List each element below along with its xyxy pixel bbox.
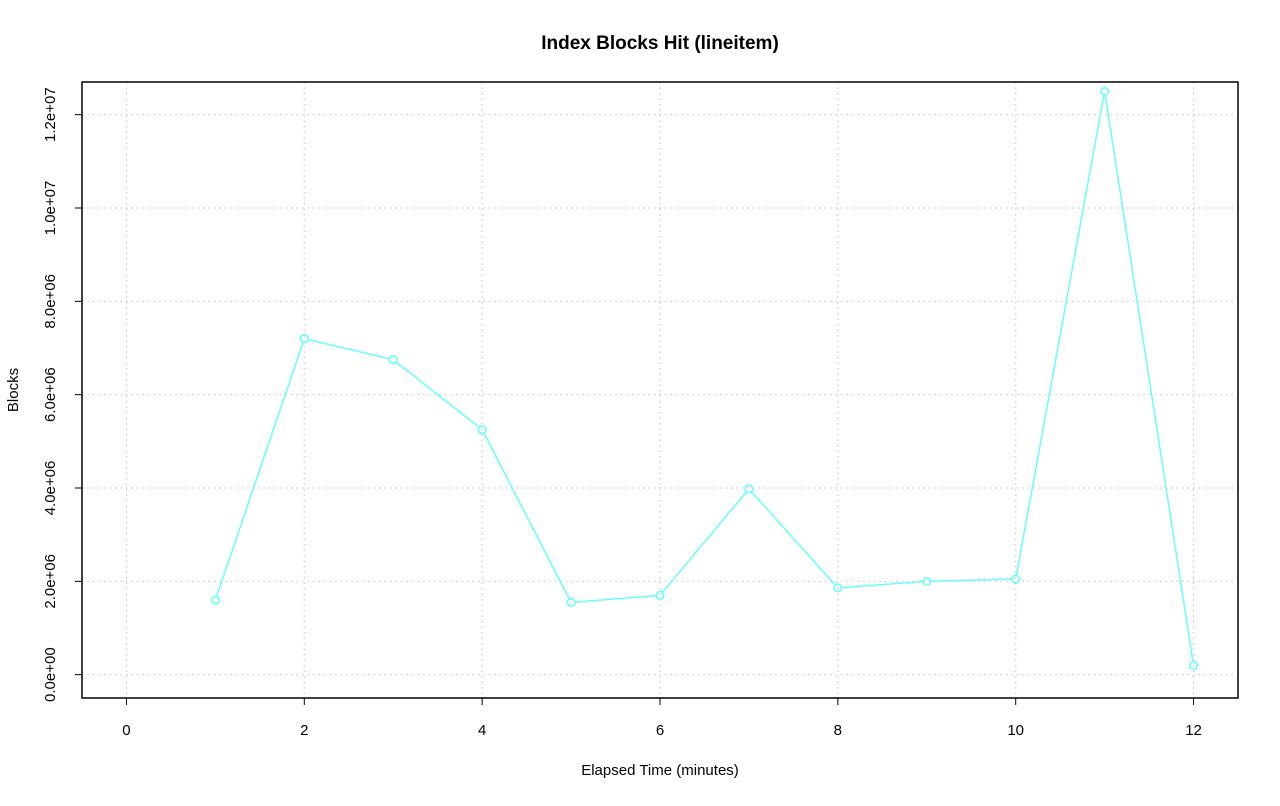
x-tick-label: 8 bbox=[834, 722, 842, 739]
x-tick-label: 10 bbox=[1007, 722, 1024, 739]
series-line-segment bbox=[216, 342, 304, 596]
data-point bbox=[922, 576, 932, 586]
series-line-segment bbox=[751, 491, 836, 585]
series-line-segment bbox=[575, 594, 656, 603]
data-point bbox=[1100, 86, 1110, 96]
y-axis: 0.0e+00 2.0e+06 4.0e+06 6.0e+06 8.0e+06 1.0e+… bbox=[42, 87, 82, 702]
y-tick-label: 8.0e+06 bbox=[42, 274, 59, 329]
x-tick-label: 2 bbox=[300, 722, 308, 739]
data-point bbox=[566, 597, 576, 607]
y-tick-label: 0.0e+00 bbox=[42, 647, 59, 702]
chart-title: Index Blocks Hit (lineitem) bbox=[541, 33, 779, 54]
x-tick-label: 6 bbox=[656, 722, 664, 739]
data-point bbox=[299, 334, 309, 344]
x-axis: 0 2 4 6 8 10 12 bbox=[122, 698, 1202, 739]
y-tick-label: 1.0e+07 bbox=[42, 181, 59, 236]
x-tick-label: 12 bbox=[1185, 722, 1202, 739]
series-line-segment bbox=[308, 338, 389, 360]
grid-lines bbox=[82, 82, 1238, 698]
data-point bbox=[1188, 660, 1199, 670]
data-point bbox=[477, 425, 487, 435]
series-line-segment bbox=[931, 578, 1012, 582]
x-tick-label: 0 bbox=[122, 722, 130, 739]
y-tick-label: 6.0e+06 bbox=[42, 367, 59, 422]
y-tick-label: 4.0e+06 bbox=[42, 461, 59, 516]
data-point bbox=[1011, 574, 1021, 584]
data-point bbox=[210, 595, 220, 605]
series-line-segment bbox=[483, 433, 570, 599]
y-tick-label: 2.0e+06 bbox=[42, 554, 59, 609]
series-line-segment bbox=[396, 361, 480, 428]
data-point bbox=[655, 590, 665, 600]
y-axis-label: Blocks bbox=[5, 368, 22, 412]
x-axis-label: Elapsed Time (minutes) bbox=[581, 762, 739, 779]
y-tick-label: 1.2e+07 bbox=[42, 87, 59, 142]
series-line-segment bbox=[1015, 95, 1105, 575]
data-point bbox=[388, 355, 398, 365]
series-line-segment bbox=[842, 580, 923, 589]
data-point bbox=[833, 583, 843, 593]
x-tick-label: 4 bbox=[478, 722, 486, 739]
series-line-segment bbox=[662, 491, 747, 593]
data-point bbox=[744, 484, 754, 494]
series-layer bbox=[210, 86, 1199, 670]
series-line-segment bbox=[1104, 95, 1194, 661]
